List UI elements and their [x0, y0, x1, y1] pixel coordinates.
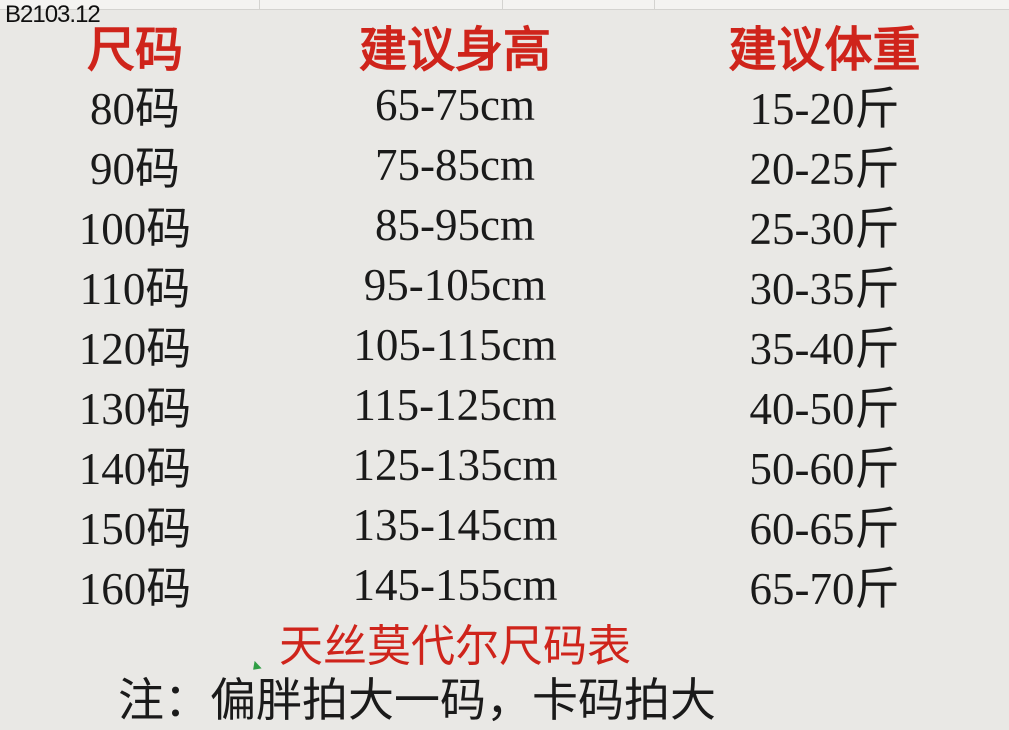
weight-cell: 50-60斤 [749, 444, 900, 494]
height-cell: 95-105cm [363, 259, 547, 310]
size-cell: 90码 [89, 144, 180, 194]
height-cell: 135-145cm [352, 499, 558, 550]
table-header-row: 尺码 建议身高 建议体重 [0, 10, 1009, 77]
height-cell: 85-95cm [375, 199, 535, 250]
table-row: 150码 135-145cm 60-65斤 [0, 492, 1009, 555]
weight-cell: 30-35斤 [749, 264, 900, 314]
size-cell: 160码 [78, 564, 192, 614]
table-row: 110码 95-105cm 30-35斤 [0, 252, 1009, 315]
table-row: 130码 115-125cm 40-50斤 [0, 372, 1009, 435]
top-cell-border-strip [0, 0, 1009, 10]
height-cell: 75-85cm [375, 139, 535, 190]
header-suggested-height: 建议身高 [358, 24, 551, 77]
size-cell: 140码 [78, 444, 192, 494]
height-cell: 125-135cm [352, 439, 558, 490]
height-cell: 65-75cm [375, 79, 535, 130]
cell-border-line [654, 0, 655, 9]
size-cell: 150码 [78, 504, 192, 554]
table-row: 90码 75-85cm 20-25斤 [0, 132, 1009, 195]
height-cell: 105-115cm [353, 319, 557, 370]
weight-cell: 20-25斤 [749, 144, 900, 194]
weight-cell: 25-30斤 [749, 204, 900, 254]
size-cell: 120码 [78, 324, 192, 374]
chart-subtitle: 天丝莫代尔尺码表 [279, 622, 631, 671]
table-row: 140码 125-135cm 50-60斤 [0, 432, 1009, 495]
size-cell: 110码 [79, 264, 191, 314]
table-body: 80码 65-75cm 15-20斤 90码 75-85cm 20-25斤 100码 85-9… [0, 72, 1009, 615]
cell-border-line [259, 0, 260, 9]
cell-border-line [502, 0, 503, 9]
weight-cell: 40-50斤 [749, 384, 900, 434]
height-cell: 145-155cm [352, 559, 558, 610]
weight-cell: 15-20斤 [749, 84, 900, 134]
header-size: 尺码 [86, 24, 183, 77]
size-cell: 130码 [78, 384, 192, 434]
table-row: 100码 85-95cm 25-30斤 [0, 192, 1009, 255]
table-row: 160码 145-155cm 65-70斤 [0, 552, 1009, 615]
weight-cell: 65-70斤 [749, 564, 900, 614]
size-table: 尺码 建议身高 建议体重 80码 65-75cm 15-20斤 90码 75-85cm 2… [0, 10, 1009, 615]
table-row: 120码 105-115cm 35-40斤 [0, 312, 1009, 375]
image-code-label: B2103.12 [5, 1, 101, 28]
size-cell: 80码 [89, 84, 180, 134]
height-cell: 115-125cm [353, 379, 557, 430]
size-cell: 100码 [78, 204, 192, 254]
note-text: 注：偏胖拍大一码，卡码拍大 [118, 675, 716, 726]
table-row: 80码 65-75cm 15-20斤 [0, 72, 1009, 135]
weight-cell: 60-65斤 [749, 504, 900, 554]
weight-cell: 35-40斤 [749, 324, 900, 374]
header-suggested-weight: 建议体重 [728, 24, 921, 77]
